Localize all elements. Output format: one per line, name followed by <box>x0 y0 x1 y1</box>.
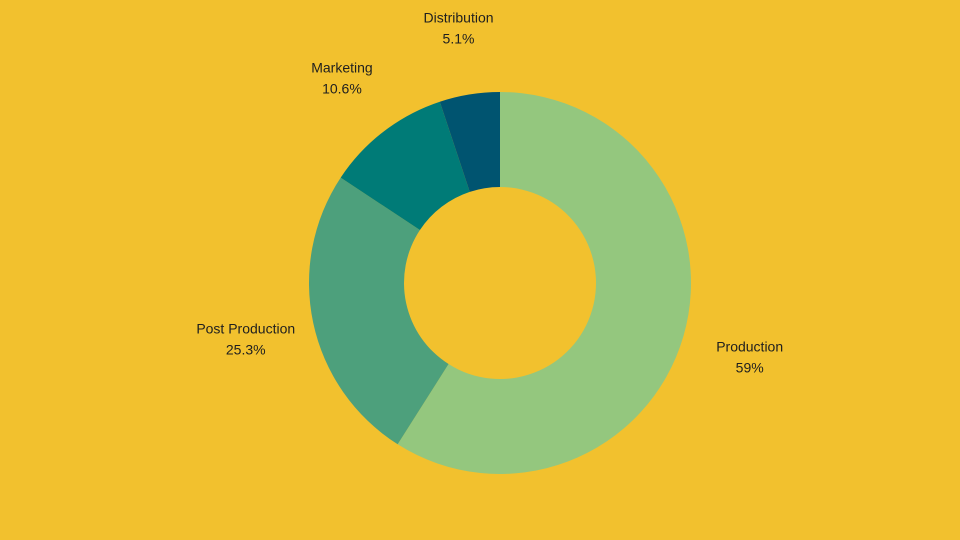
slice-label-value: 59% <box>736 360 764 376</box>
slice-label-value: 25.3% <box>226 341 266 357</box>
slice-label-post-production: Post Production 25.3% <box>196 320 295 357</box>
slice-label-production: Production 59% <box>716 339 783 376</box>
slice-label-marketing: Marketing 10.6% <box>311 60 372 97</box>
slices-group <box>309 92 691 474</box>
slice-post-production <box>309 177 449 445</box>
slice-marketing <box>340 101 470 231</box>
labels-group: Production 59% Post Production 25.3% Marketi… <box>196 9 783 375</box>
slice-label-distribution: Distribution 5.1% <box>424 9 494 46</box>
slice-label-value: 10.6% <box>322 81 362 97</box>
slice-distribution <box>439 92 500 192</box>
slice-label-category: Distribution <box>424 9 494 25</box>
slice-label-category: Marketing <box>311 60 372 76</box>
slice-label-value: 5.1% <box>443 30 475 46</box>
slice-label-category: Post Production <box>196 320 295 336</box>
slice-production <box>397 92 691 474</box>
slice-label-category: Production <box>716 339 783 355</box>
